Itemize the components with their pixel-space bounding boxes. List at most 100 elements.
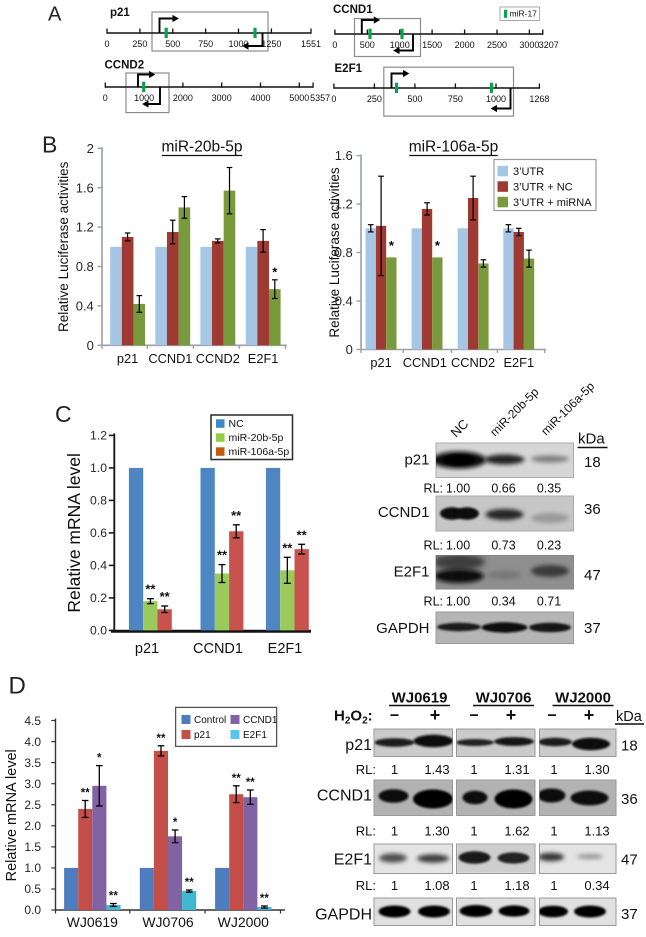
svg-text:1250: 1250 xyxy=(261,39,281,49)
svg-text:RL:: RL: xyxy=(356,878,376,893)
svg-text:CCND2: CCND2 xyxy=(451,355,495,370)
svg-text:3207: 3207 xyxy=(539,40,559,50)
svg-text:**: ** xyxy=(217,548,228,563)
svg-text:3’UTR: 3’UTR xyxy=(513,166,544,178)
svg-text:WJ0619: WJ0619 xyxy=(392,690,448,707)
svg-text:0.4: 0.4 xyxy=(76,299,94,314)
svg-text:47: 47 xyxy=(621,852,638,869)
svg-text:RL:: RL: xyxy=(356,762,376,777)
svg-text:miR-17: miR-17 xyxy=(510,9,538,19)
svg-text:miR-20b-5p: miR-20b-5p xyxy=(229,432,284,444)
svg-text:0.8: 0.8 xyxy=(90,494,107,508)
svg-text:2.0: 2.0 xyxy=(24,819,41,833)
svg-text:WJ2000: WJ2000 xyxy=(218,914,270,930)
svg-text:0: 0 xyxy=(332,40,337,50)
svg-text:1.00: 1.00 xyxy=(446,539,470,553)
svg-text:1.2: 1.2 xyxy=(90,429,107,443)
svg-text:p21: p21 xyxy=(194,730,211,741)
svg-text:2: 2 xyxy=(87,141,94,156)
svg-text:GAPDH: GAPDH xyxy=(315,907,372,924)
svg-text:0.71: 0.71 xyxy=(537,595,561,609)
svg-text:kDa: kDa xyxy=(616,709,643,725)
svg-text:1.13: 1.13 xyxy=(584,824,609,839)
svg-text:2500: 2500 xyxy=(487,40,507,50)
svg-text:0: 0 xyxy=(103,93,108,103)
svg-text:B: B xyxy=(42,132,57,158)
svg-text:500: 500 xyxy=(360,40,375,50)
svg-text:0.6: 0.6 xyxy=(90,526,107,540)
svg-text:miR-106a-5p: miR-106a-5p xyxy=(409,139,499,156)
svg-text:Relative Luciferase activities: Relative Luciferase activities xyxy=(56,161,71,332)
svg-text:**: ** xyxy=(282,540,293,555)
svg-text:1268: 1268 xyxy=(529,94,549,104)
svg-text:1.00: 1.00 xyxy=(446,595,470,609)
svg-text:p21: p21 xyxy=(135,641,159,657)
svg-text:1.6: 1.6 xyxy=(335,148,353,163)
svg-text:1500: 1500 xyxy=(422,40,442,50)
svg-text:0: 0 xyxy=(87,338,94,353)
svg-text:1.5: 1.5 xyxy=(24,840,41,854)
svg-text:Control: Control xyxy=(194,715,226,726)
svg-text:2000: 2000 xyxy=(455,40,475,50)
svg-text:CCND1: CCND1 xyxy=(148,351,192,366)
svg-text:*: * xyxy=(272,264,278,279)
svg-text:RL:: RL: xyxy=(424,539,443,553)
svg-text:500: 500 xyxy=(407,94,422,104)
svg-text:WJ0706: WJ0706 xyxy=(142,914,194,930)
svg-text:**: ** xyxy=(232,773,241,785)
svg-text:kDa: kDa xyxy=(578,431,605,448)
svg-text:RL:: RL: xyxy=(424,482,443,496)
svg-text:+: + xyxy=(506,705,517,725)
svg-text:CCND1: CCND1 xyxy=(333,4,373,16)
svg-text:1.30: 1.30 xyxy=(424,824,449,839)
svg-text:**: ** xyxy=(260,893,269,905)
svg-text:A: A xyxy=(48,4,62,26)
svg-text:1: 1 xyxy=(550,878,557,893)
svg-text:p21: p21 xyxy=(117,351,138,366)
svg-text:1000: 1000 xyxy=(486,94,506,104)
svg-text:0: 0 xyxy=(331,94,336,104)
svg-text:3000: 3000 xyxy=(519,40,539,50)
svg-text:47: 47 xyxy=(584,567,601,584)
svg-text:CCND1: CCND1 xyxy=(378,504,430,521)
svg-text:37: 37 xyxy=(584,620,601,637)
svg-text:1.30: 1.30 xyxy=(584,762,609,777)
svg-text:*: * xyxy=(97,753,102,765)
svg-text:CCND2: CCND2 xyxy=(196,351,240,366)
svg-text:0.0: 0.0 xyxy=(24,903,41,917)
svg-text:1.0: 1.0 xyxy=(90,461,107,475)
svg-text:Relative Luciferase activities: Relative Luciferase activities xyxy=(327,167,342,338)
svg-text:750: 750 xyxy=(448,94,463,104)
svg-text:**: ** xyxy=(157,733,166,745)
svg-text:4.0: 4.0 xyxy=(24,735,41,749)
svg-text:0.23: 0.23 xyxy=(537,539,561,553)
svg-text:E2F1: E2F1 xyxy=(335,63,363,75)
svg-text:−: − xyxy=(547,708,556,725)
svg-text:37: 37 xyxy=(621,906,638,923)
svg-text:1551: 1551 xyxy=(301,39,321,49)
svg-text:1000: 1000 xyxy=(134,93,154,103)
svg-text:0.5: 0.5 xyxy=(24,882,41,896)
svg-text:**: ** xyxy=(81,788,90,800)
svg-text:WJ2000: WJ2000 xyxy=(555,690,611,707)
svg-text:miR-20b-5p: miR-20b-5p xyxy=(162,139,243,156)
svg-text:Relative mRNA level: Relative mRNA level xyxy=(64,453,84,613)
svg-text:1.62: 1.62 xyxy=(504,824,529,839)
svg-text:CCND1: CCND1 xyxy=(403,355,447,370)
svg-text:H2O2:: H2O2: xyxy=(334,708,373,727)
svg-text:E2F1: E2F1 xyxy=(248,351,279,366)
svg-text:**: ** xyxy=(185,877,194,889)
svg-text:p21: p21 xyxy=(404,452,429,469)
svg-text:CCND2: CCND2 xyxy=(105,60,145,72)
svg-text:0.73: 0.73 xyxy=(491,539,515,553)
svg-text:**: ** xyxy=(160,589,171,604)
svg-text:CCND1: CCND1 xyxy=(243,715,278,726)
svg-text:18: 18 xyxy=(584,454,601,471)
svg-text:GAPDH: GAPDH xyxy=(376,620,429,637)
svg-text:**: ** xyxy=(231,508,242,523)
svg-text:E2F1: E2F1 xyxy=(334,852,372,869)
svg-text:1000: 1000 xyxy=(390,40,410,50)
svg-text:250: 250 xyxy=(367,94,382,104)
svg-text:1: 1 xyxy=(470,762,477,777)
svg-text:E2F1: E2F1 xyxy=(394,564,430,581)
